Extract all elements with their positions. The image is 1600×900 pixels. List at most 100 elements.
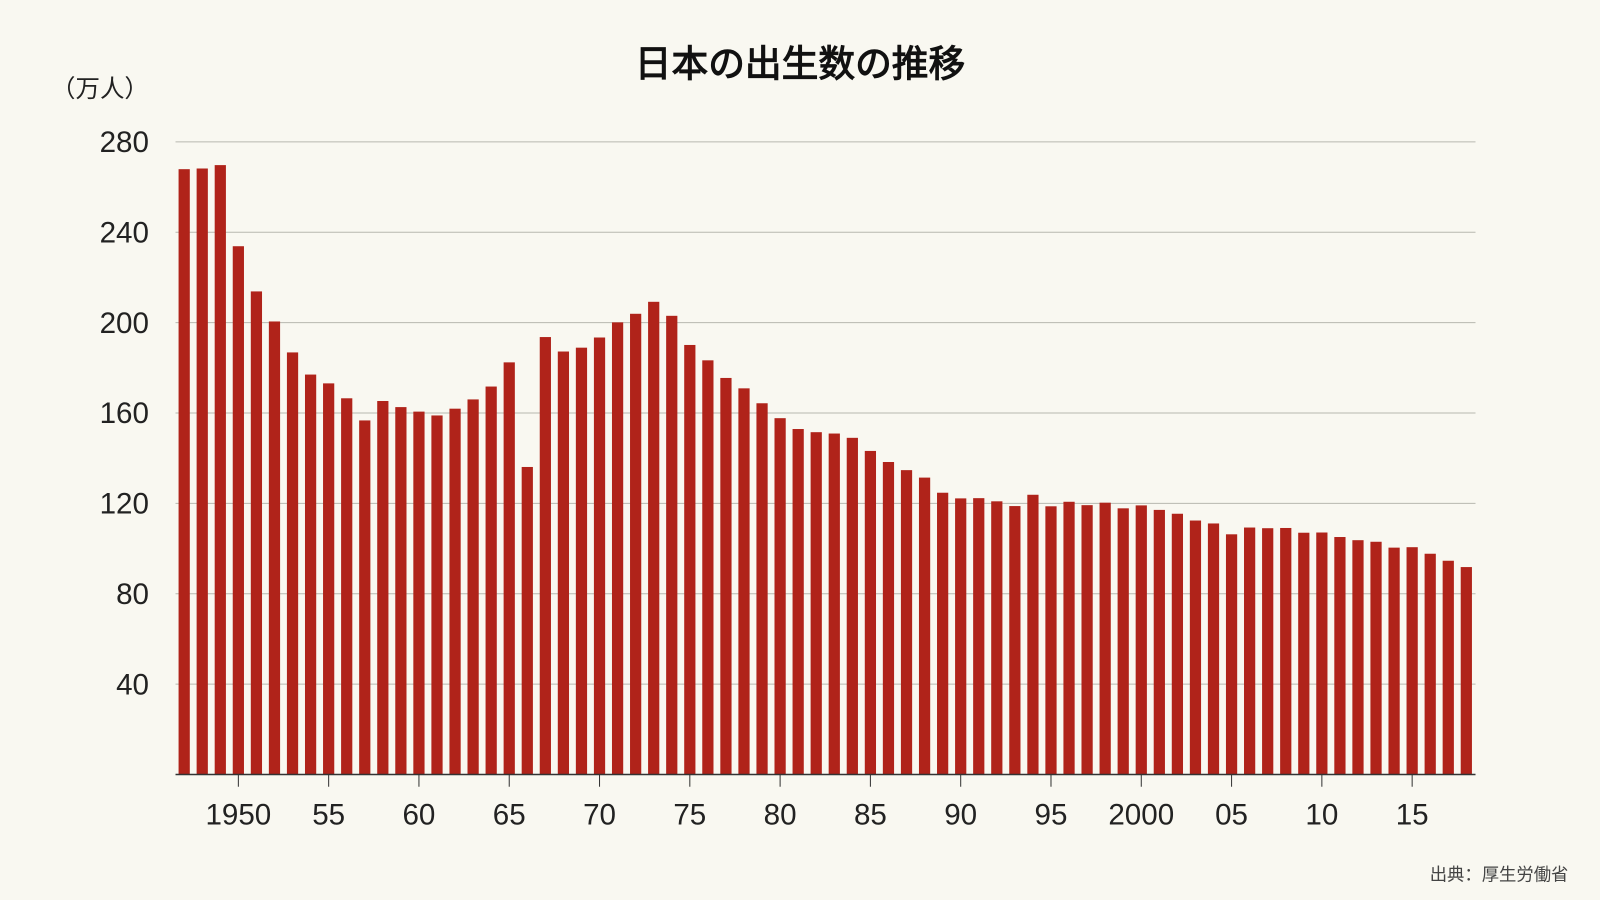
bar-1981: [792, 429, 804, 775]
bar-2013: [1370, 541, 1382, 775]
chart-title: 日本の出生数の推移: [635, 43, 965, 86]
x-tick-label: 75: [673, 798, 706, 831]
x-tick-label: 95: [1035, 798, 1068, 831]
y-tick-label: 160: [100, 397, 149, 430]
bar-1983: [828, 433, 840, 775]
bar-1993: [1009, 506, 1021, 775]
bar-1997: [1081, 505, 1093, 775]
bar-1977: [720, 377, 732, 775]
bar-1990: [955, 498, 967, 775]
bar-1971: [611, 322, 624, 775]
bar-1961: [431, 415, 443, 775]
bar-1975: [684, 344, 696, 775]
x-tick-label: 2000: [1108, 798, 1174, 831]
bar-1959: [395, 407, 407, 775]
bar-1953: [286, 352, 299, 775]
bar-1947: [178, 169, 190, 775]
bar-1948: [196, 168, 208, 775]
bar-2018: [1460, 567, 1472, 775]
x-tick-label: 85: [854, 798, 887, 831]
bar-1978: [738, 388, 750, 775]
bar-1957: [359, 420, 371, 775]
x-tick-label: 1950: [205, 798, 271, 831]
y-tick-label: 240: [100, 216, 149, 249]
bar-1958: [377, 400, 389, 775]
bar-2017: [1442, 560, 1454, 775]
y-tick-labels: 40 80 120 160 200 240 280: [100, 126, 149, 701]
bar-2003: [1189, 520, 1202, 775]
bar-1988: [918, 477, 931, 775]
bar-1966: [521, 466, 533, 775]
y-tick-label: 120: [100, 488, 149, 521]
x-tick-label: 80: [764, 798, 797, 831]
bar-2008: [1280, 527, 1292, 775]
bar-1986: [882, 462, 895, 775]
bar-1984: [846, 437, 858, 775]
x-tick-label: 10: [1305, 798, 1338, 831]
bar-1995: [1045, 506, 1057, 775]
bar-2004: [1207, 523, 1220, 775]
y-tick-label: 280: [100, 126, 149, 159]
x-tick-label: 65: [493, 798, 526, 831]
bar-1974: [666, 315, 678, 775]
x-tick-label: 60: [402, 798, 435, 831]
bar-1951: [250, 291, 263, 775]
bar-1965: [503, 362, 515, 775]
bar-1972: [630, 313, 642, 775]
bar-2006: [1244, 527, 1256, 775]
x-tick-label: 70: [583, 798, 616, 831]
bar-1956: [341, 398, 353, 775]
y-tick-label: 40: [116, 668, 149, 701]
bar-1999: [1117, 508, 1129, 775]
bar-1970: [593, 337, 606, 775]
gridlines: [175, 141, 1476, 685]
bar-1964: [485, 386, 497, 775]
bar-1952: [268, 321, 281, 775]
bar-1998: [1099, 502, 1111, 775]
bar-1996: [1063, 501, 1075, 775]
bar-1976: [702, 360, 714, 775]
bar-1994: [1027, 494, 1039, 775]
bar-2002: [1171, 513, 1184, 775]
y-tick-label: 200: [100, 307, 149, 340]
bar-1950: [232, 246, 244, 775]
bar-1991: [973, 498, 985, 775]
x-tick-label: 05: [1215, 798, 1248, 831]
x-tick-label: 90: [944, 798, 977, 831]
bar-1963: [467, 399, 479, 775]
bar-1979: [756, 403, 768, 775]
bar-1989: [937, 492, 949, 775]
y-axis-unit: （万人）: [51, 74, 149, 103]
bar-1992: [991, 501, 1003, 775]
bar-1949: [214, 165, 226, 775]
bar-2001: [1153, 509, 1165, 775]
bar-1955: [323, 383, 335, 775]
bar-1982: [810, 432, 822, 775]
y-tick-label: 80: [116, 578, 149, 611]
bar-2010: [1316, 532, 1328, 775]
bar-2007: [1262, 528, 1274, 775]
bar-2012: [1352, 540, 1364, 775]
bar-1973: [648, 301, 660, 775]
bar-2014: [1388, 547, 1400, 775]
bar-1987: [900, 470, 913, 775]
bar-2009: [1298, 532, 1310, 775]
bar-1969: [575, 347, 588, 775]
bar-1985: [864, 450, 877, 775]
bar-2011: [1334, 537, 1346, 775]
bar-1968: [557, 351, 570, 775]
bar-1960: [413, 411, 425, 775]
bars: [178, 165, 1472, 775]
bar-2000: [1135, 505, 1147, 775]
bar-1980: [774, 418, 786, 775]
bar-1962: [449, 408, 461, 775]
bar-2005: [1225, 534, 1238, 775]
x-tick-labels: 1950 55 60 65 70 75 80 85 90 95 2000 05 10 15: [205, 774, 1429, 831]
bar-2015: [1406, 547, 1418, 775]
x-tick-label: 55: [312, 798, 345, 831]
bar-1967: [539, 337, 551, 775]
x-tick-label: 15: [1396, 798, 1429, 831]
bar-1954: [304, 374, 317, 775]
source-note: 出典：厚生労働省: [1430, 866, 1569, 886]
